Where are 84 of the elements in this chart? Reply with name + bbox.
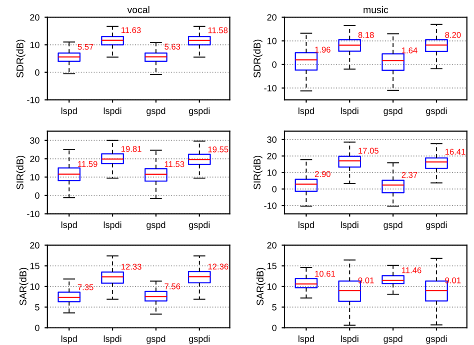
y-tick-label: 0 [272, 61, 277, 68]
annotation: 2.37 [402, 172, 418, 178]
x-tick-label: gspdi [426, 221, 447, 230]
annotation: 8.20 [445, 32, 461, 38]
x-tick-label: lspd [298, 335, 314, 344]
annotation: 7.56 [164, 283, 180, 290]
x-tick-label: lspd [298, 221, 314, 230]
y-axis-title: SIR(dB) [253, 156, 262, 190]
annotation: 19.81 [122, 146, 142, 152]
x-tick-label: gspd [146, 335, 166, 344]
y-tick-label: 20 [267, 152, 277, 160]
chart-title: music [364, 6, 388, 14]
y-tick-label: -10 [27, 210, 40, 218]
y-tick-label: -10 [264, 202, 277, 209]
x-tick-label: lspdi [104, 335, 122, 344]
x-tick-label: lspd [61, 221, 77, 230]
annotation: 1.96 [315, 46, 330, 53]
y-tick-label: 20 [267, 242, 277, 249]
annotation: 11.53 [164, 161, 184, 168]
annotation: 10.61 [315, 270, 335, 277]
x-tick-label: gspdi [188, 335, 210, 344]
x-tick-label: gspdi [188, 221, 210, 230]
y-tick-label: 0 [35, 69, 40, 76]
annotation: 9.01 [358, 277, 374, 284]
y-axis-title: SAR(dB) [19, 268, 28, 306]
x-tick-label: gspd [146, 221, 166, 230]
x-tick-label: lspdi [340, 107, 358, 116]
annotation: 16.41 [445, 148, 466, 155]
y-tick-label: 20 [30, 156, 40, 162]
y-tick-label: 5 [35, 304, 40, 310]
chart-title: vocal [127, 6, 150, 14]
annotation: 8.18 [358, 32, 374, 38]
y-tick-label: 10 [30, 42, 40, 48]
y-tick-label: 30 [30, 137, 40, 144]
x-tick-label: gspd [384, 335, 402, 344]
annotation: 2.90 [314, 171, 330, 178]
annotation: 5.63 [164, 44, 180, 50]
y-tick-label: 5 [272, 304, 276, 310]
annotation: 5.57 [78, 44, 94, 50]
y-tick-label: 0 [35, 192, 40, 199]
x-tick-label: lspd [298, 107, 314, 116]
y-tick-label: 20 [30, 242, 40, 249]
annotation: 9.01 [445, 277, 461, 284]
y-tick-label: 20 [267, 14, 277, 21]
x-tick-label: lspd [61, 335, 77, 344]
y-axis-title: SDR(dB) [253, 40, 262, 78]
x-tick-label: lspdi [104, 221, 122, 230]
x-tick-label: gspd [384, 107, 402, 116]
annotation: 11.46 [402, 267, 422, 274]
x-tick-label: gspdi [426, 335, 447, 344]
x-tick-label: gspd [384, 221, 402, 230]
y-tick-label: 15 [268, 262, 276, 270]
annotation: 11.59 [78, 161, 98, 167]
y-tick-label: 0 [272, 186, 277, 192]
annotation: 11.58 [208, 27, 228, 34]
x-tick-label: gspdi [426, 107, 447, 116]
x-tick-label: lspdi [104, 107, 122, 116]
x-tick-label: lspdi [340, 221, 358, 230]
y-tick-label: 0 [35, 324, 40, 332]
y-tick-label: 0 [272, 324, 277, 332]
y-tick-label: 10 [30, 174, 40, 180]
annotation: 19.55 [208, 146, 228, 152]
y-tick-label: 20 [30, 14, 40, 21]
annotation: 17.05 [358, 148, 378, 154]
annotation: 12.33 [122, 264, 142, 270]
y-tick-label: 30 [267, 136, 277, 143]
y-tick-label: -10 [27, 96, 40, 104]
y-tick-label: 10 [268, 283, 277, 290]
x-tick-label: gspd [146, 107, 166, 116]
y-tick-label: 15 [30, 262, 40, 270]
y-tick-label: -10 [264, 85, 277, 92]
y-axis-title: SAR(dB) [256, 268, 266, 306]
y-tick-label: 10 [268, 169, 277, 176]
y-tick-label: 10 [268, 38, 277, 44]
x-tick-label: lspd [61, 107, 77, 116]
annotation: 11.63 [122, 27, 141, 34]
y-tick-label: 10 [30, 283, 40, 290]
annotation: 12.36 [208, 264, 228, 270]
y-axis-title: SIR(dB) [16, 156, 26, 190]
x-tick-label: lspdi [340, 335, 358, 344]
annotation: 7.35 [78, 284, 94, 290]
x-tick-label: gspdi [188, 107, 210, 116]
y-axis-title: SDR(dB) [16, 40, 26, 78]
annotation: 1.64 [402, 47, 418, 54]
